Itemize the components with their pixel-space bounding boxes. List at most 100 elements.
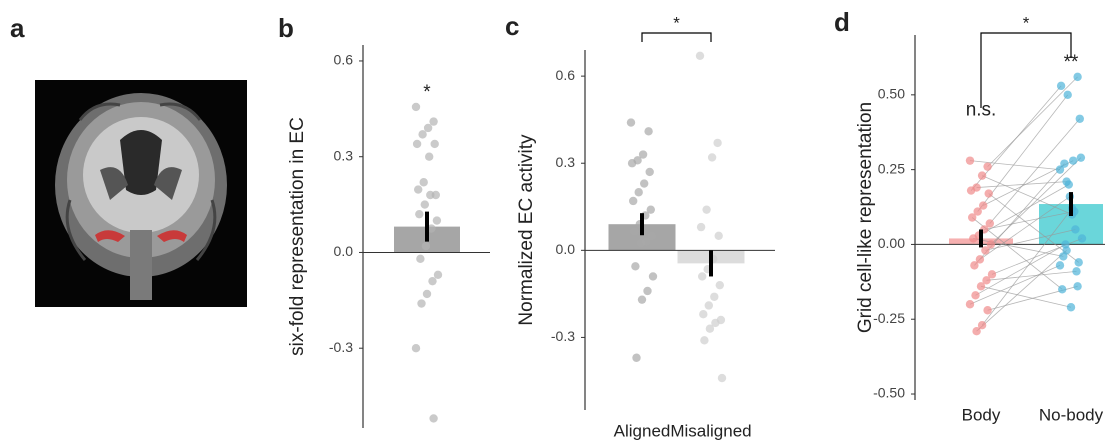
data-point: [411, 102, 421, 112]
data-point: [1076, 153, 1086, 162]
data-point: [1077, 234, 1087, 243]
y-axis-label: Normalized EC activity: [516, 134, 537, 326]
data-point: [426, 190, 435, 200]
data-point: [1058, 285, 1067, 294]
y-tick-label: 0.3: [556, 154, 576, 170]
significance-label: n.s.: [966, 100, 997, 121]
data-point: [1055, 261, 1065, 270]
data-point: [1072, 267, 1081, 276]
data-point: [630, 227, 639, 236]
pair-line: [976, 181, 1067, 188]
category-label: Aligned: [614, 421, 671, 440]
data-point: [977, 321, 987, 330]
data-point: [637, 295, 647, 304]
data-point: [700, 336, 709, 345]
data-point: [627, 159, 637, 168]
pair-line: [970, 85, 1062, 191]
data-point: [711, 318, 720, 328]
data-point: [975, 255, 985, 264]
data-point: [417, 299, 426, 308]
data-point: [645, 167, 654, 177]
data-point: [971, 291, 980, 300]
data-point: [634, 188, 643, 197]
data-point: [1062, 246, 1071, 255]
pair-line: [986, 270, 1077, 281]
data-point: [987, 270, 997, 279]
data-point: [421, 241, 431, 251]
pair-line: [976, 250, 1067, 332]
pair-line: [975, 244, 1066, 296]
data-point: [1069, 156, 1078, 165]
data-point: [707, 153, 717, 162]
data-point: [695, 51, 705, 61]
category-label: Misaligned: [670, 421, 751, 440]
pair-line: [979, 196, 1071, 260]
data-point: [965, 156, 975, 165]
data-point: [647, 231, 657, 241]
data-point: [629, 196, 638, 206]
data-point: [976, 282, 986, 291]
data-point: [433, 270, 443, 279]
data-point: [710, 292, 719, 301]
significance-label: *: [423, 82, 431, 103]
data-point: [412, 139, 422, 149]
y-tick-label: -0.25: [873, 310, 905, 326]
data-point: [713, 138, 722, 148]
y-tick-label: -0.3: [551, 328, 575, 344]
data-point: [640, 179, 649, 188]
pair-line: [974, 163, 1065, 266]
data-point: [422, 289, 432, 299]
data-point: [430, 139, 439, 149]
bracket: [641, 32, 712, 42]
data-point: [631, 262, 640, 271]
pair-line: [981, 175, 1073, 215]
data-point: [985, 219, 994, 228]
pair-line: [969, 160, 1061, 171]
data-point: [972, 326, 981, 336]
pair-line: [985, 229, 1076, 251]
data-point: [638, 150, 648, 159]
data-point: [415, 209, 424, 219]
data-point: [1066, 303, 1076, 312]
y-tick-label: 0.0: [334, 243, 354, 259]
data-point: [1073, 72, 1082, 82]
data-point: [427, 224, 436, 233]
data-point: [717, 373, 727, 383]
data-point: [702, 205, 711, 214]
data-point: [423, 123, 433, 133]
data-point: [1055, 165, 1065, 174]
data-point: [714, 231, 723, 241]
data-point: [965, 300, 975, 309]
data-point: [696, 222, 706, 232]
data-point: [648, 272, 658, 281]
data-point: [704, 301, 713, 310]
panel-label: c: [505, 11, 519, 41]
data-point: [1064, 180, 1074, 189]
y-axis-label: six-fold representation in EC: [287, 117, 308, 356]
y-axis-label: Grid cell-like representation: [855, 102, 876, 333]
data-point: [632, 353, 641, 362]
category-label: Body: [962, 405, 1001, 424]
data-point: [977, 171, 987, 180]
pair-line: [977, 94, 1069, 212]
data-point: [1075, 114, 1085, 123]
bracket-label: *: [673, 13, 680, 32]
y-tick-label: -0.3: [329, 339, 353, 355]
panel-label: d: [834, 7, 850, 37]
data-point: [1073, 282, 1082, 291]
data-point: [983, 306, 992, 315]
data-point: [970, 261, 979, 270]
data-point: [644, 127, 653, 136]
data-point: [626, 118, 636, 127]
pair-line: [989, 118, 1081, 224]
mri-image: [35, 80, 247, 307]
significance-label: **: [1064, 52, 1079, 73]
data-point: [432, 216, 442, 225]
data-point: [1056, 81, 1066, 91]
data-point: [982, 276, 991, 285]
data-point: [715, 280, 724, 290]
data-point: [699, 309, 708, 319]
y-tick-label: 0.00: [878, 235, 905, 251]
data-point: [643, 286, 652, 296]
